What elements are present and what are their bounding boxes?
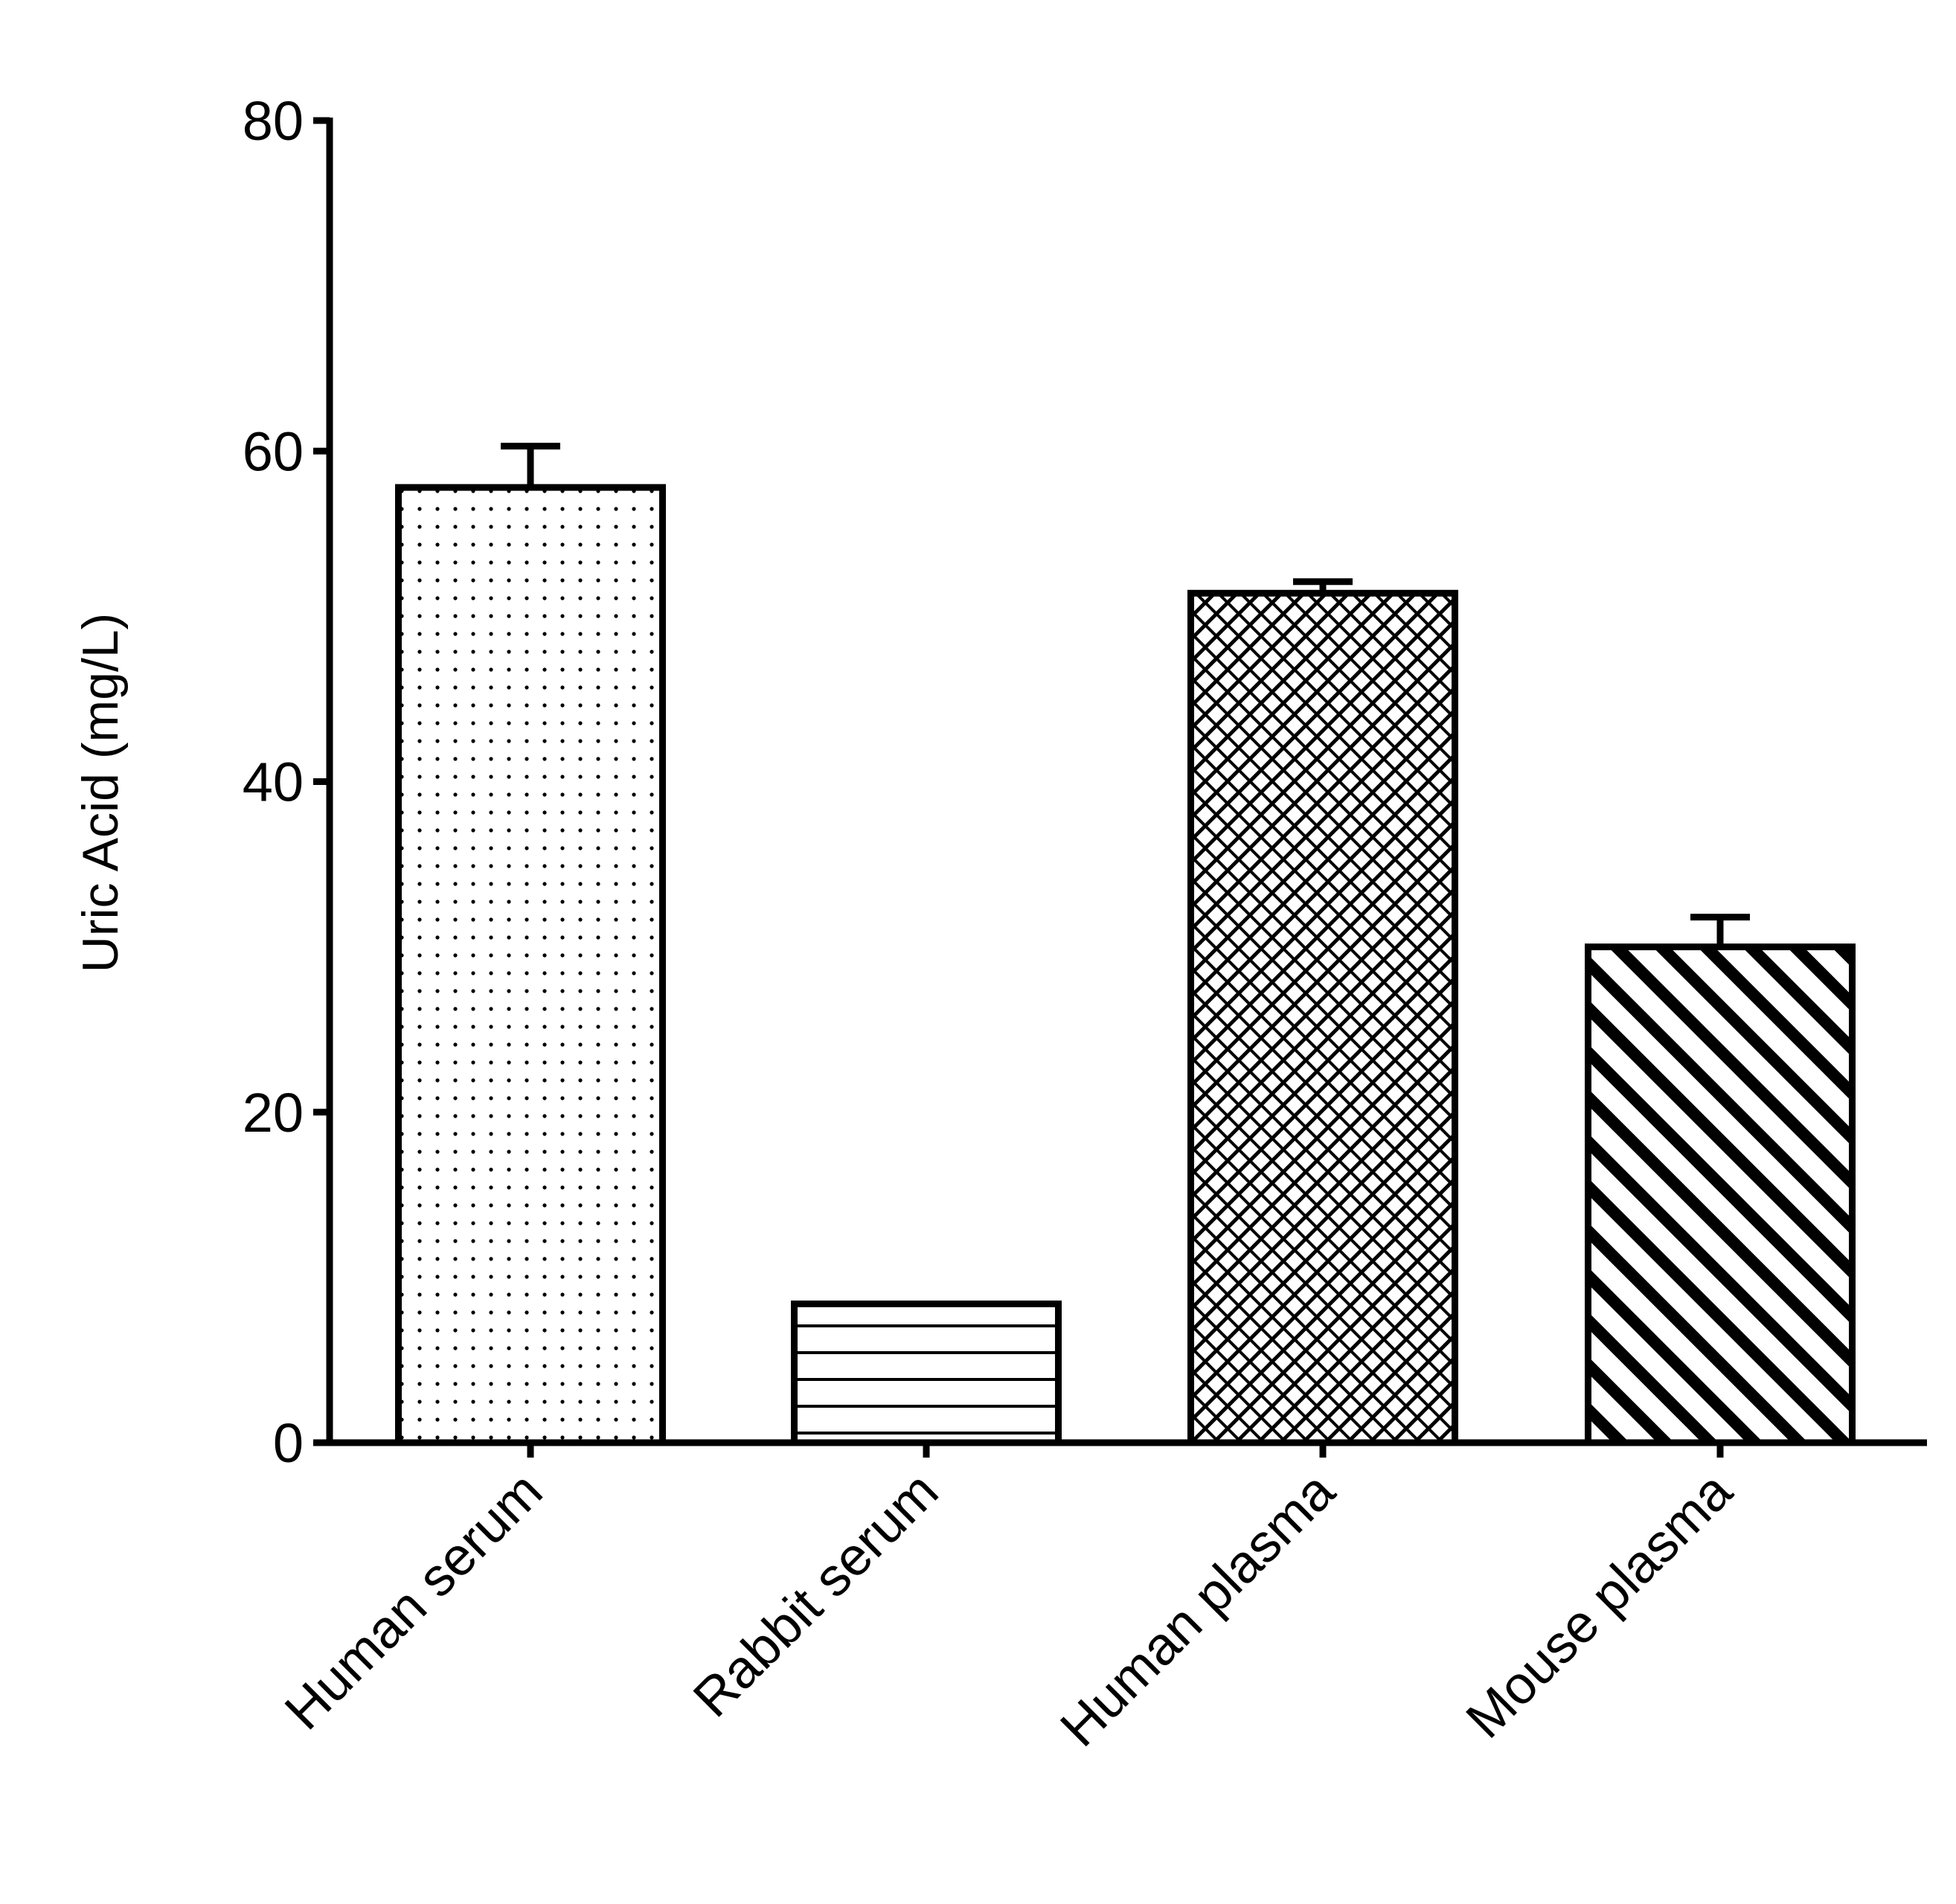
y-axis-ticks: 0 20 40 60 80 — [243, 90, 330, 1474]
x-tick-label: Rabbit serum — [682, 1461, 949, 1728]
x-tick-label: Human plasma — [1049, 1461, 1347, 1758]
bars — [395, 443, 1856, 1446]
x-axis-tick-labels: Human serum Rabbit serum Human plasma Mouse… — [274, 1461, 1744, 1758]
bar — [395, 484, 666, 1446]
bar-group-0 — [395, 443, 666, 1446]
bar — [1585, 943, 1856, 1446]
y-tick-label: 20 — [243, 1082, 304, 1144]
bar-group-1 — [791, 1300, 1062, 1446]
bar-group-3 — [1585, 914, 1856, 1446]
y-tick-label: 80 — [243, 90, 304, 152]
y-tick-label: 0 — [273, 1412, 304, 1474]
bar — [1187, 589, 1458, 1446]
bar-group-2 — [1187, 578, 1458, 1446]
axes — [326, 118, 1927, 1458]
y-tick-label: 40 — [243, 751, 304, 813]
bar — [791, 1300, 1062, 1446]
y-tick-label: 60 — [243, 420, 304, 482]
x-tick-label: Human serum — [274, 1461, 554, 1741]
x-tick-label: Mouse plasma — [1455, 1461, 1744, 1749]
y-axis-label: Uric Acid (mg/L) — [72, 613, 129, 973]
